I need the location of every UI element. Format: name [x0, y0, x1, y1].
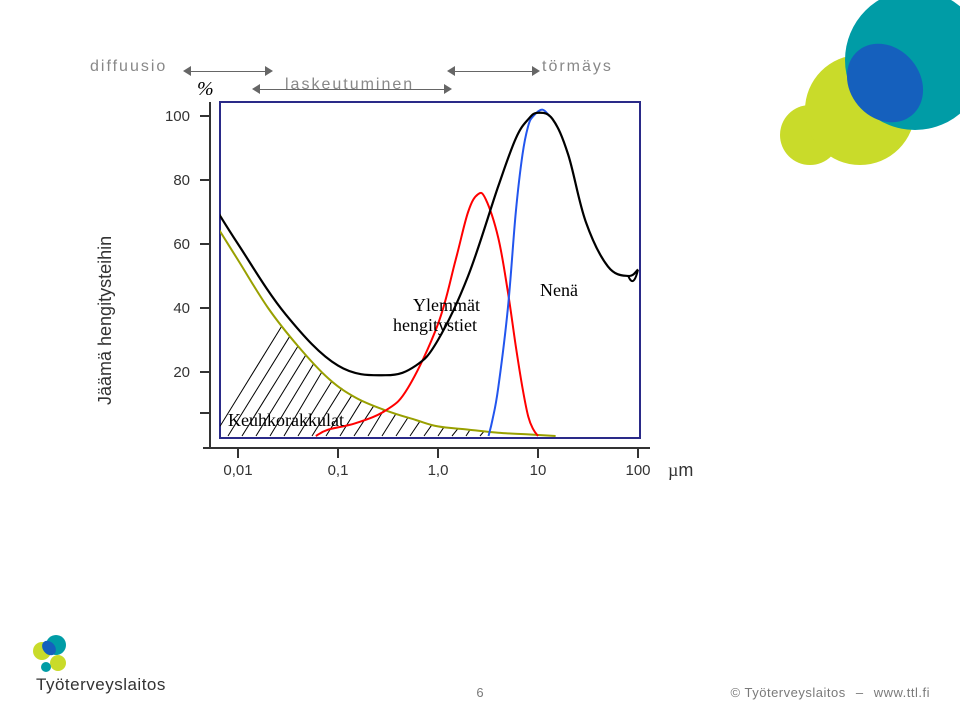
label-nena: Nenä: [540, 280, 578, 301]
footer: © Työterveyslaitos – www.ttl.fi: [731, 685, 930, 700]
xtick-1: 0,1: [313, 462, 363, 479]
x-unit-label: µm: [668, 460, 693, 481]
x-axis: [203, 448, 650, 458]
plot-svg: [80, 70, 700, 500]
xtick-4: 100: [613, 462, 663, 479]
xtick-0: 0,01: [213, 462, 263, 479]
brand-corner-shapes: [740, 0, 960, 220]
slide-root: diffuusio laskeutuminen törmäys % Jäämä …: [0, 0, 960, 720]
label-hengitystiet: hengitystiet: [393, 315, 477, 336]
label-keuhkorakkulat: Keuhkorakkulat: [228, 410, 344, 431]
brand-logo: Työterveyslaitos: [30, 635, 166, 695]
xtick-3: 10: [513, 462, 563, 479]
curve-alveoli: [208, 212, 556, 436]
chart-area: diffuusio laskeutuminen törmäys % Jäämä …: [80, 70, 700, 500]
footer-url: www.ttl.fi: [874, 685, 930, 700]
y-axis: [200, 102, 210, 448]
plot-frame: [220, 102, 640, 438]
footer-copyright: ©: [731, 685, 741, 700]
page-number: 6: [476, 685, 483, 700]
footer-brand: Työterveyslaitos: [745, 685, 846, 700]
xtick-2: 1,0: [413, 462, 463, 479]
brand-name: Työterveyslaitos: [36, 675, 166, 695]
label-ylemmat: Ylemmät: [413, 295, 480, 316]
footer-sep: –: [856, 685, 864, 700]
curve-blue: [489, 110, 550, 436]
